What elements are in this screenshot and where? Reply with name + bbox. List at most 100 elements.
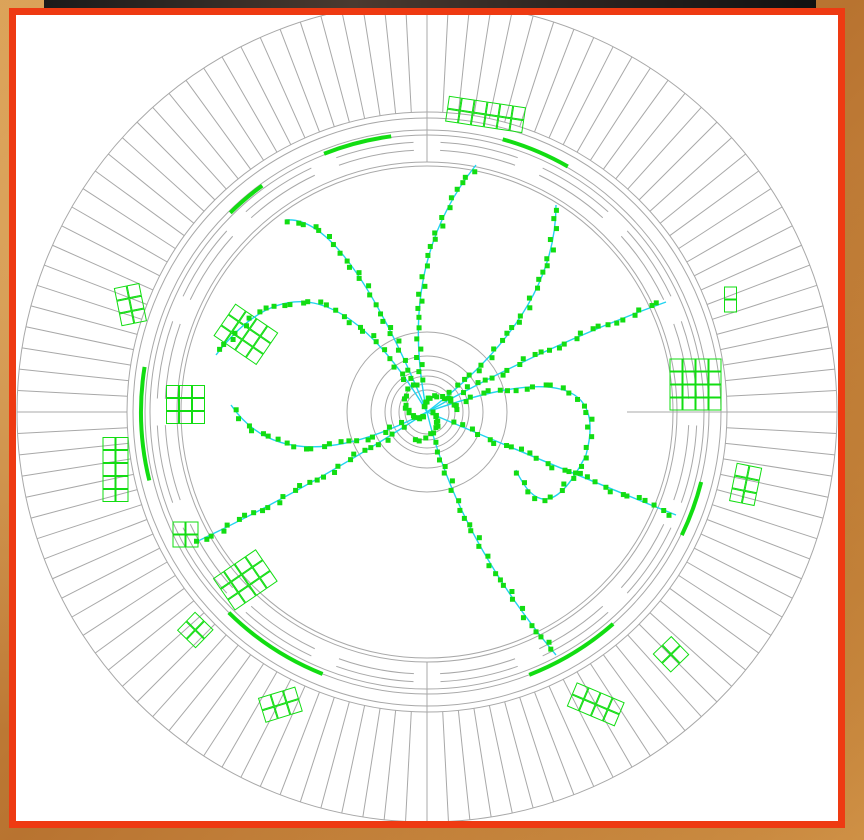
tracker-hit [559,488,565,494]
calorimeter-cell [496,116,512,132]
tracker-hit [380,318,386,324]
tracker-hit [482,377,488,383]
calorimeter-segment [726,390,837,397]
tracker-hit [434,449,440,455]
tracker-hit [513,388,519,394]
tracker-hit [418,346,424,352]
calorimeter-cell [179,398,192,411]
tracker-hit [493,571,499,577]
tracker-hit [571,475,577,481]
calorimeter-cell [131,308,148,324]
tracker-hit [577,330,583,336]
tracker-hit [249,428,255,434]
tracker-hit [553,226,559,232]
chamber-arc [336,665,414,683]
calorimeter-cell [115,450,129,463]
tracker-hit [305,299,311,305]
calorimeter-segment [185,80,252,170]
calorimeter-cell [695,384,709,398]
calorimeter-cell [724,286,737,300]
tracker-hit [520,356,526,362]
calorimeter-segment [712,504,818,540]
calorimeter-segment [589,67,651,161]
calorimeter-segment [686,206,783,263]
chamber-arc [189,235,234,300]
calorimeter-cluster [445,95,527,134]
calorimeter-band [227,611,324,676]
inner-detector-ring [384,369,470,455]
calorimeter-segment [108,600,195,671]
tracker-hit [414,382,420,388]
track-5 [426,301,667,413]
tracker-hit [589,434,595,440]
tracker-hit [509,588,515,594]
calorimeter-segment [71,561,168,618]
tracker-hit [419,298,425,304]
tracker-hit [464,384,470,390]
inner-detector-ring [370,355,484,469]
calorimeter-cell [734,462,750,479]
tracker-hit [489,375,495,381]
tracker-hit [313,224,319,230]
tracker-hit [574,336,580,342]
calorimeter-segment [383,710,397,820]
event-display-frame [9,8,845,828]
tracker-hit [383,429,389,435]
calorimeter-segment [725,442,835,456]
calorimeter-cell [671,645,690,664]
tracker-hit [461,390,467,396]
tracker-hit [504,443,510,449]
vertex-hit [448,398,454,404]
calorimeter-segment [71,206,168,263]
calorimeter-segment [21,347,131,366]
calorimeter-cell [234,556,253,575]
calorimeter-cell [483,114,499,130]
tracker-hit [556,345,562,351]
calorimeter-band [528,622,615,677]
tracker-hit [577,470,583,476]
calorimeter-cell [669,384,683,398]
calorimeter-cell [245,549,264,568]
tracker-hit [415,305,421,311]
tracker-hit [636,307,642,313]
tracker-hit [257,309,263,315]
chamber-arc [164,425,181,501]
tracker-hit [472,169,478,175]
tracker-hits [193,169,672,652]
calorimeter-segment [19,368,129,382]
vertex-hit [442,396,448,402]
tracker-hit [260,508,266,514]
tracker-hit [549,465,555,471]
tracker-hit [351,451,357,457]
tracker-hit [620,317,626,323]
tracker-hit [546,639,552,645]
chamber-arc [673,323,690,399]
tracker-hit [566,469,572,475]
calorimeter-cluster [172,521,199,548]
tracker-hit [487,437,493,443]
tracker-hit [481,390,487,396]
calorimeter-cell [724,299,737,313]
tracker-hit [375,442,381,448]
calorimeter-cell [498,103,514,119]
event-display [16,15,838,821]
tracker-hit [497,387,503,393]
calorimeter-cell [118,310,135,327]
calorimeter-cell [485,101,501,117]
vertex-hit [422,403,428,409]
chamber-arc [542,611,609,657]
tracker-hit [513,470,519,476]
tracker-hit [448,195,454,201]
tracker-hit [485,553,491,559]
calorimeter-band [228,184,264,215]
tracker-hit [275,436,281,442]
tracker-hit [462,376,468,382]
tracker-hit [318,299,324,305]
tracker-hit [422,283,428,289]
tracker-hit [489,355,495,361]
tracker-hit [385,437,391,443]
vertex-hit [416,415,422,421]
track-4 [426,204,557,413]
tracker-hit [551,216,557,222]
calorimeter-cell [102,437,116,450]
